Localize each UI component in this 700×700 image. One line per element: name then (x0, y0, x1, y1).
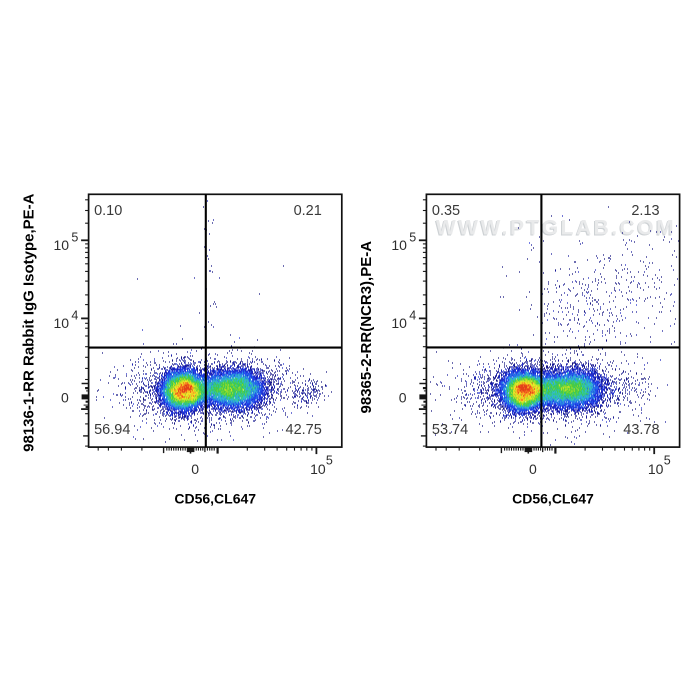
svg-text:CD56,CL647: CD56,CL647 (174, 491, 256, 507)
svg-text:CD56,CL647: CD56,CL647 (512, 491, 594, 507)
svg-text:0: 0 (61, 390, 69, 406)
svg-text:0: 0 (399, 390, 407, 406)
svg-text:4: 4 (409, 308, 416, 322)
svg-text:0.35: 0.35 (432, 203, 460, 219)
svg-text:43.78: 43.78 (623, 422, 659, 438)
svg-text:10: 10 (648, 461, 664, 477)
svg-text:5: 5 (409, 230, 416, 244)
svg-text:42.75: 42.75 (286, 422, 322, 438)
svg-text:53.74: 53.74 (432, 422, 468, 438)
svg-text:2.13: 2.13 (631, 203, 659, 219)
svg-text:0: 0 (529, 461, 537, 477)
svg-text:0.21: 0.21 (294, 203, 322, 219)
svg-text:10: 10 (54, 237, 70, 253)
svg-text:0: 0 (191, 461, 199, 477)
svg-text:10: 10 (310, 461, 326, 477)
svg-text:10: 10 (391, 315, 407, 331)
svg-text:98365-2-RR(NCR3),PE-A: 98365-2-RR(NCR3),PE-A (358, 241, 375, 414)
svg-text:WWW.PTGLAB.COM: WWW.PTGLAB.COM (436, 217, 676, 240)
svg-text:98136-1-RR Rabbit IgG Isotype,: 98136-1-RR Rabbit IgG Isotype,PE-A (20, 193, 37, 452)
svg-text:10: 10 (54, 315, 70, 331)
svg-text:5: 5 (664, 454, 671, 468)
svg-text:56.94: 56.94 (94, 422, 130, 438)
svg-text:5: 5 (71, 230, 78, 244)
svg-text:WWW.PTGLAB.COM: WWW.PTGLAB.COM (435, 218, 675, 241)
svg-text:4: 4 (71, 308, 78, 322)
svg-text:10: 10 (391, 237, 407, 253)
svg-text:0.10: 0.10 (94, 203, 122, 219)
svg-text:5: 5 (326, 454, 333, 468)
